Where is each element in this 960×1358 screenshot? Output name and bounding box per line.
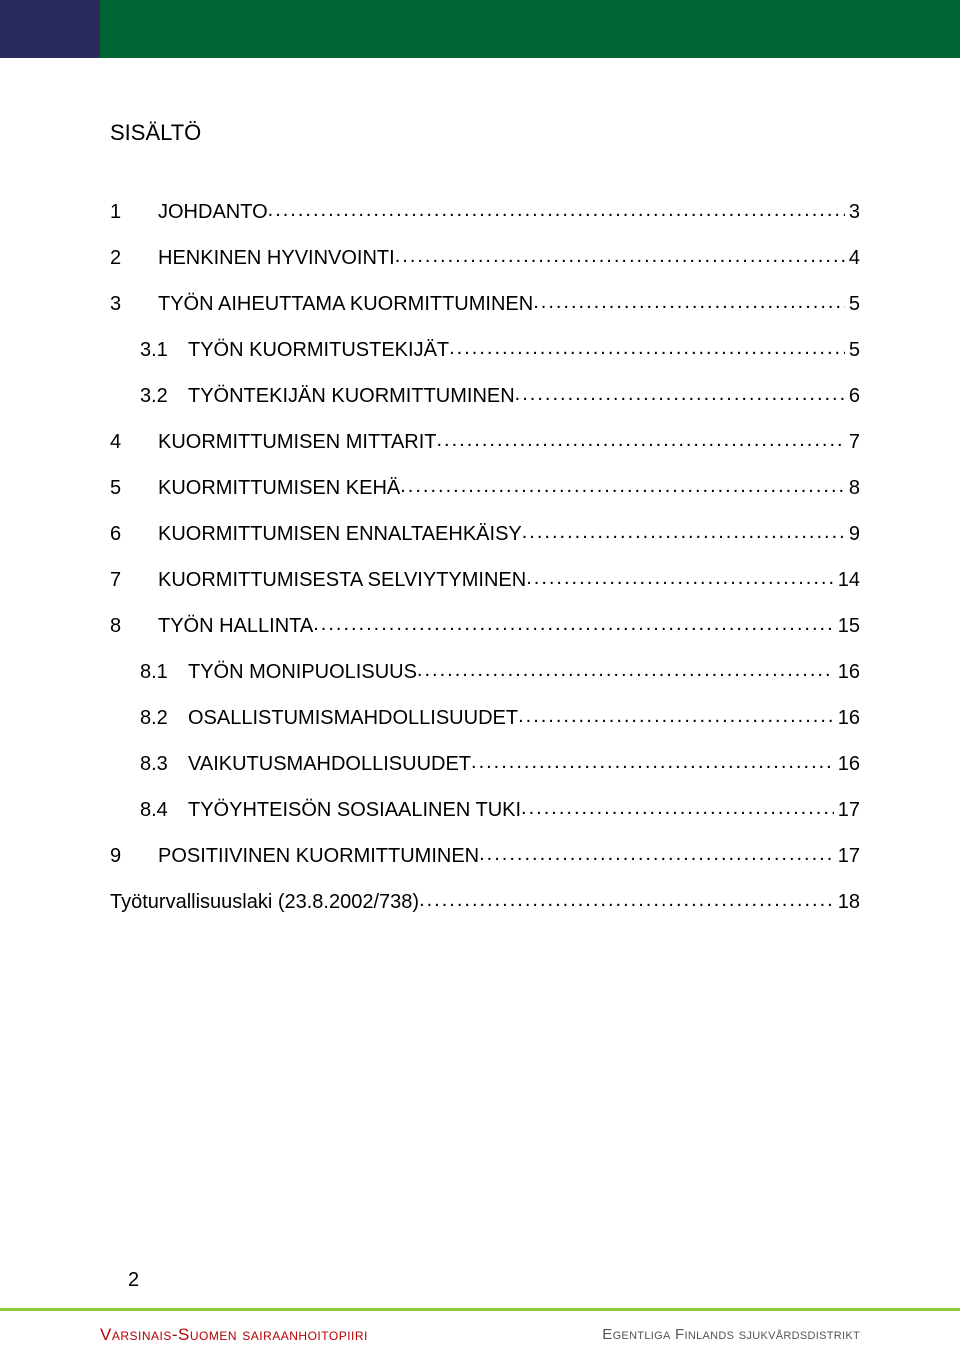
toc-page: 16	[834, 656, 860, 688]
toc-label: KUORMITTUMISEN MITTARIT	[158, 426, 437, 458]
toc-row: 6KUORMITTUMISEN ENNALTAEHKÄISY 9	[110, 516, 860, 550]
toc-label: TYÖN AIHEUTTAMA KUORMITTUMINEN	[158, 288, 533, 320]
header-bar	[0, 0, 960, 58]
toc-number: 8	[110, 610, 158, 642]
toc-label: KUORMITTUMISESTA SELVIYTYMINEN	[158, 564, 526, 596]
header-corner-block	[0, 0, 100, 58]
toc-page: 18	[834, 886, 860, 918]
toc-leader-dots	[437, 424, 845, 448]
footer-right-text: Egentliga Finlands sjukvårdsdistrikt	[602, 1326, 860, 1343]
toc-label: HENKINEN HYVINVOINTI	[158, 242, 395, 274]
toc-row: 8TYÖN HALLINTA 15	[110, 608, 860, 642]
toc-number: 8.2	[110, 702, 188, 734]
toc-leader-dots	[526, 562, 834, 586]
toc-label: TYÖN MONIPUOLISUUS	[188, 656, 417, 688]
toc-page: 5	[845, 334, 860, 366]
toc-row: 3.2TYÖNTEKIJÄN KUORMITTUMINEN 6	[110, 378, 860, 412]
toc-page: 17	[834, 840, 860, 872]
toc-leader-dots	[479, 838, 834, 862]
toc-number: 3.1	[110, 334, 188, 366]
toc-row: 2HENKINEN HYVINVOINTI 4	[110, 240, 860, 274]
content-area: SISÄLTÖ 1JOHDANTO 3 2HENKINEN HYVINVOINTI 4…	[110, 120, 860, 930]
toc-page: 14	[834, 564, 860, 596]
toc-number: 8.4	[110, 794, 188, 826]
toc-row: 8.3VAIKUTUSMAHDOLLISUUDET 16	[110, 746, 860, 780]
toc-leader-dots	[400, 470, 845, 494]
toc-number: 2	[110, 242, 158, 274]
toc-leader-dots	[522, 516, 845, 540]
toc-leader-dots	[268, 194, 845, 218]
toc-label: Työturvallisuuslaki (23.8.2002/738)	[110, 886, 419, 918]
toc-leader-dots	[518, 700, 834, 724]
toc-page: 16	[834, 748, 860, 780]
toc-label: POSITIIVINEN KUORMITTUMINEN	[158, 840, 479, 872]
toc-label: TYÖN HALLINTA	[158, 610, 313, 642]
toc-leader-dots	[419, 884, 834, 908]
toc-row: Työturvallisuuslaki (23.8.2002/738) 18	[110, 884, 860, 918]
table-of-contents: 1JOHDANTO32HENKINEN HYVINVOINTI43TYÖN AI…	[110, 194, 860, 918]
toc-leader-dots	[533, 286, 845, 310]
toc-row: 5KUORMITTUMISEN KEHÄ 8	[110, 470, 860, 504]
toc-number: 6	[110, 518, 158, 550]
page-number: 2	[128, 1269, 139, 1292]
toc-leader-dots	[449, 332, 845, 356]
toc-leader-dots	[313, 608, 834, 632]
footer-left-text: Varsinais-Suomen sairaanhoitopiiri	[100, 1325, 368, 1345]
toc-leader-dots	[471, 746, 834, 770]
toc-row: 3.1TYÖN KUORMITUSTEKIJÄT 5	[110, 332, 860, 366]
toc-label: KUORMITTUMISEN ENNALTAEHKÄISY	[158, 518, 522, 550]
toc-label: JOHDANTO	[158, 196, 268, 228]
toc-page: 5	[845, 288, 860, 320]
toc-number: 7	[110, 564, 158, 596]
footer: Varsinais-Suomen sairaanhoitopiiri Egent…	[0, 1308, 960, 1358]
toc-label: TYÖNTEKIJÄN KUORMITTUMINEN	[188, 380, 515, 412]
toc-page: 3	[845, 196, 860, 228]
toc-number: 3	[110, 288, 158, 320]
toc-leader-dots	[521, 792, 834, 816]
toc-number: 1	[110, 196, 158, 228]
toc-number: 4	[110, 426, 158, 458]
toc-page: 9	[845, 518, 860, 550]
toc-page: 6	[845, 380, 860, 412]
toc-page: 4	[845, 242, 860, 274]
toc-row: 4KUORMITTUMISEN MITTARIT 7	[110, 424, 860, 458]
toc-number: 5	[110, 472, 158, 504]
toc-label: OSALLISTUMISMAHDOLLISUUDET	[188, 702, 518, 734]
toc-page: 15	[834, 610, 860, 642]
toc-leader-dots	[515, 378, 845, 402]
toc-number: 9	[110, 840, 158, 872]
toc-label: TYÖYHTEISÖN SOSIAALINEN TUKI	[188, 794, 521, 826]
toc-leader-dots	[417, 654, 834, 678]
toc-page: 7	[845, 426, 860, 458]
toc-leader-dots	[395, 240, 845, 264]
toc-page: 16	[834, 702, 860, 734]
toc-number: 8.3	[110, 748, 188, 780]
toc-page: 17	[834, 794, 860, 826]
toc-label: VAIKUTUSMAHDOLLISUUDET	[188, 748, 471, 780]
page-title: SISÄLTÖ	[110, 120, 860, 146]
toc-number: 3.2	[110, 380, 188, 412]
toc-row: 7KUORMITTUMISESTA SELVIYTYMINEN 14	[110, 562, 860, 596]
toc-row: 1JOHDANTO 3	[110, 194, 860, 228]
toc-row: 9POSITIIVINEN KUORMITTUMINEN 17	[110, 838, 860, 872]
toc-row: 8.4TYÖYHTEISÖN SOSIAALINEN TUKI 17	[110, 792, 860, 826]
toc-label: TYÖN KUORMITUSTEKIJÄT	[188, 334, 449, 366]
toc-row: 8.1TYÖN MONIPUOLISUUS 16	[110, 654, 860, 688]
toc-number: 8.1	[110, 656, 188, 688]
toc-label: KUORMITTUMISEN KEHÄ	[158, 472, 400, 504]
toc-row: 3TYÖN AIHEUTTAMA KUORMITTUMINEN 5	[110, 286, 860, 320]
toc-row: 8.2OSALLISTUMISMAHDOLLISUUDET 16	[110, 700, 860, 734]
toc-page: 8	[845, 472, 860, 504]
